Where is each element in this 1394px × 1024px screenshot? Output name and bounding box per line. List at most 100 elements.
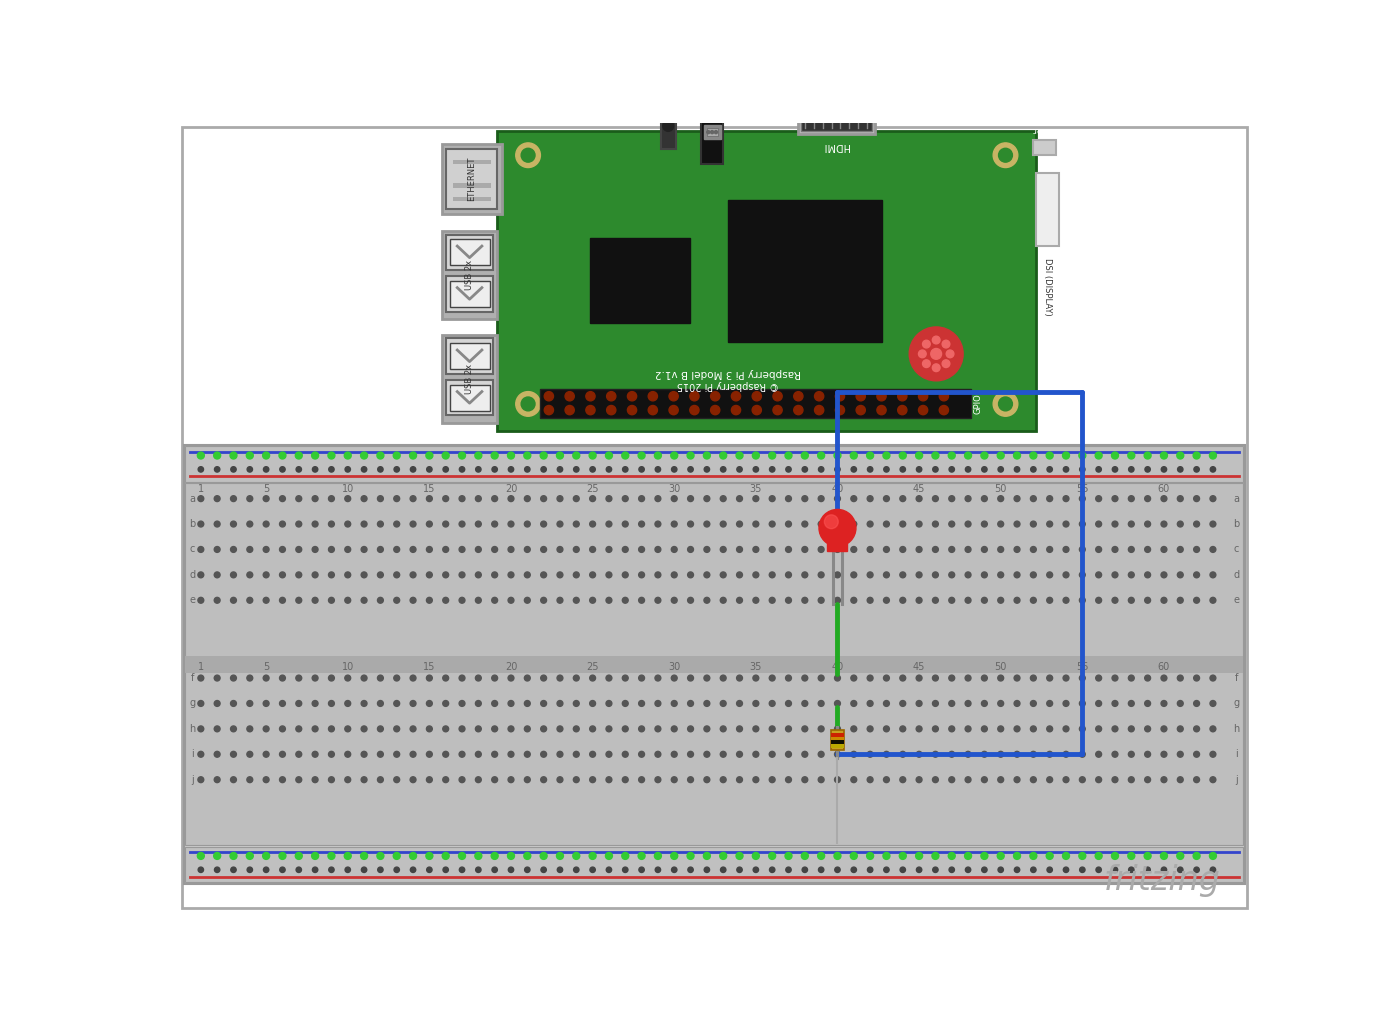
Circle shape <box>558 867 563 872</box>
Circle shape <box>1013 675 1020 681</box>
Circle shape <box>247 547 252 552</box>
Text: h: h <box>1234 724 1239 734</box>
Circle shape <box>346 467 350 472</box>
Circle shape <box>899 852 906 859</box>
Circle shape <box>622 777 629 782</box>
Circle shape <box>378 777 383 782</box>
Circle shape <box>344 700 351 707</box>
Circle shape <box>590 777 595 782</box>
Circle shape <box>1079 597 1086 603</box>
Circle shape <box>818 547 824 552</box>
Circle shape <box>877 391 887 400</box>
Circle shape <box>1210 521 1216 527</box>
Circle shape <box>1096 521 1101 527</box>
Circle shape <box>263 700 269 707</box>
Circle shape <box>802 452 809 459</box>
Circle shape <box>509 867 513 872</box>
Circle shape <box>802 852 809 859</box>
Circle shape <box>850 852 857 859</box>
Circle shape <box>492 547 498 552</box>
Circle shape <box>573 572 580 578</box>
Circle shape <box>459 726 466 732</box>
Circle shape <box>1111 452 1118 459</box>
Circle shape <box>198 752 204 757</box>
Circle shape <box>230 597 237 603</box>
Text: 35: 35 <box>750 663 763 673</box>
Circle shape <box>1178 726 1184 732</box>
Circle shape <box>998 496 1004 502</box>
Circle shape <box>459 777 466 782</box>
Circle shape <box>721 675 726 681</box>
Circle shape <box>558 597 563 603</box>
Circle shape <box>312 467 318 472</box>
Circle shape <box>648 391 658 400</box>
Circle shape <box>1144 726 1150 732</box>
Circle shape <box>230 496 237 502</box>
Circle shape <box>475 700 481 707</box>
Circle shape <box>1013 700 1020 707</box>
Circle shape <box>721 777 726 782</box>
Circle shape <box>590 726 595 732</box>
Circle shape <box>443 572 449 578</box>
Text: 30: 30 <box>668 663 680 673</box>
Circle shape <box>1210 752 1216 757</box>
Circle shape <box>1161 572 1167 578</box>
Circle shape <box>1128 547 1135 552</box>
Circle shape <box>704 752 710 757</box>
Circle shape <box>1193 521 1199 527</box>
Circle shape <box>933 777 938 782</box>
Circle shape <box>230 452 237 459</box>
Circle shape <box>296 777 301 782</box>
Bar <box>442 144 502 214</box>
Circle shape <box>933 364 940 372</box>
Circle shape <box>1062 452 1069 459</box>
Circle shape <box>410 777 415 782</box>
Circle shape <box>638 726 644 732</box>
Circle shape <box>981 777 987 782</box>
Circle shape <box>835 675 841 681</box>
Circle shape <box>1112 752 1118 757</box>
Circle shape <box>638 852 645 859</box>
Text: a: a <box>1234 494 1239 504</box>
Circle shape <box>772 391 782 400</box>
Circle shape <box>296 675 301 681</box>
Circle shape <box>475 597 481 603</box>
Circle shape <box>687 572 693 578</box>
Circle shape <box>361 547 367 552</box>
Circle shape <box>818 467 824 472</box>
Circle shape <box>867 547 873 552</box>
Circle shape <box>998 752 1004 757</box>
Circle shape <box>769 752 775 757</box>
Circle shape <box>721 752 726 757</box>
Circle shape <box>998 777 1004 782</box>
Circle shape <box>737 867 742 872</box>
Circle shape <box>198 852 205 859</box>
Circle shape <box>573 597 580 603</box>
Circle shape <box>850 777 857 782</box>
Circle shape <box>916 467 921 472</box>
Circle shape <box>1096 452 1103 459</box>
Circle shape <box>1210 726 1216 732</box>
Circle shape <box>882 852 889 859</box>
Circle shape <box>344 452 351 459</box>
Circle shape <box>655 496 661 502</box>
Circle shape <box>850 572 857 578</box>
Circle shape <box>1047 521 1052 527</box>
Circle shape <box>736 547 743 552</box>
Circle shape <box>715 131 718 134</box>
Circle shape <box>965 752 972 757</box>
Circle shape <box>312 777 318 782</box>
Circle shape <box>393 452 400 459</box>
Circle shape <box>1030 496 1036 502</box>
Circle shape <box>1047 547 1052 552</box>
Circle shape <box>296 496 301 502</box>
Circle shape <box>1128 675 1135 681</box>
Circle shape <box>1064 675 1069 681</box>
Circle shape <box>769 675 775 681</box>
Circle shape <box>672 752 677 757</box>
Circle shape <box>443 597 449 603</box>
Text: j: j <box>1235 775 1238 784</box>
Circle shape <box>1193 547 1199 552</box>
Circle shape <box>1177 852 1184 859</box>
Circle shape <box>622 700 629 707</box>
